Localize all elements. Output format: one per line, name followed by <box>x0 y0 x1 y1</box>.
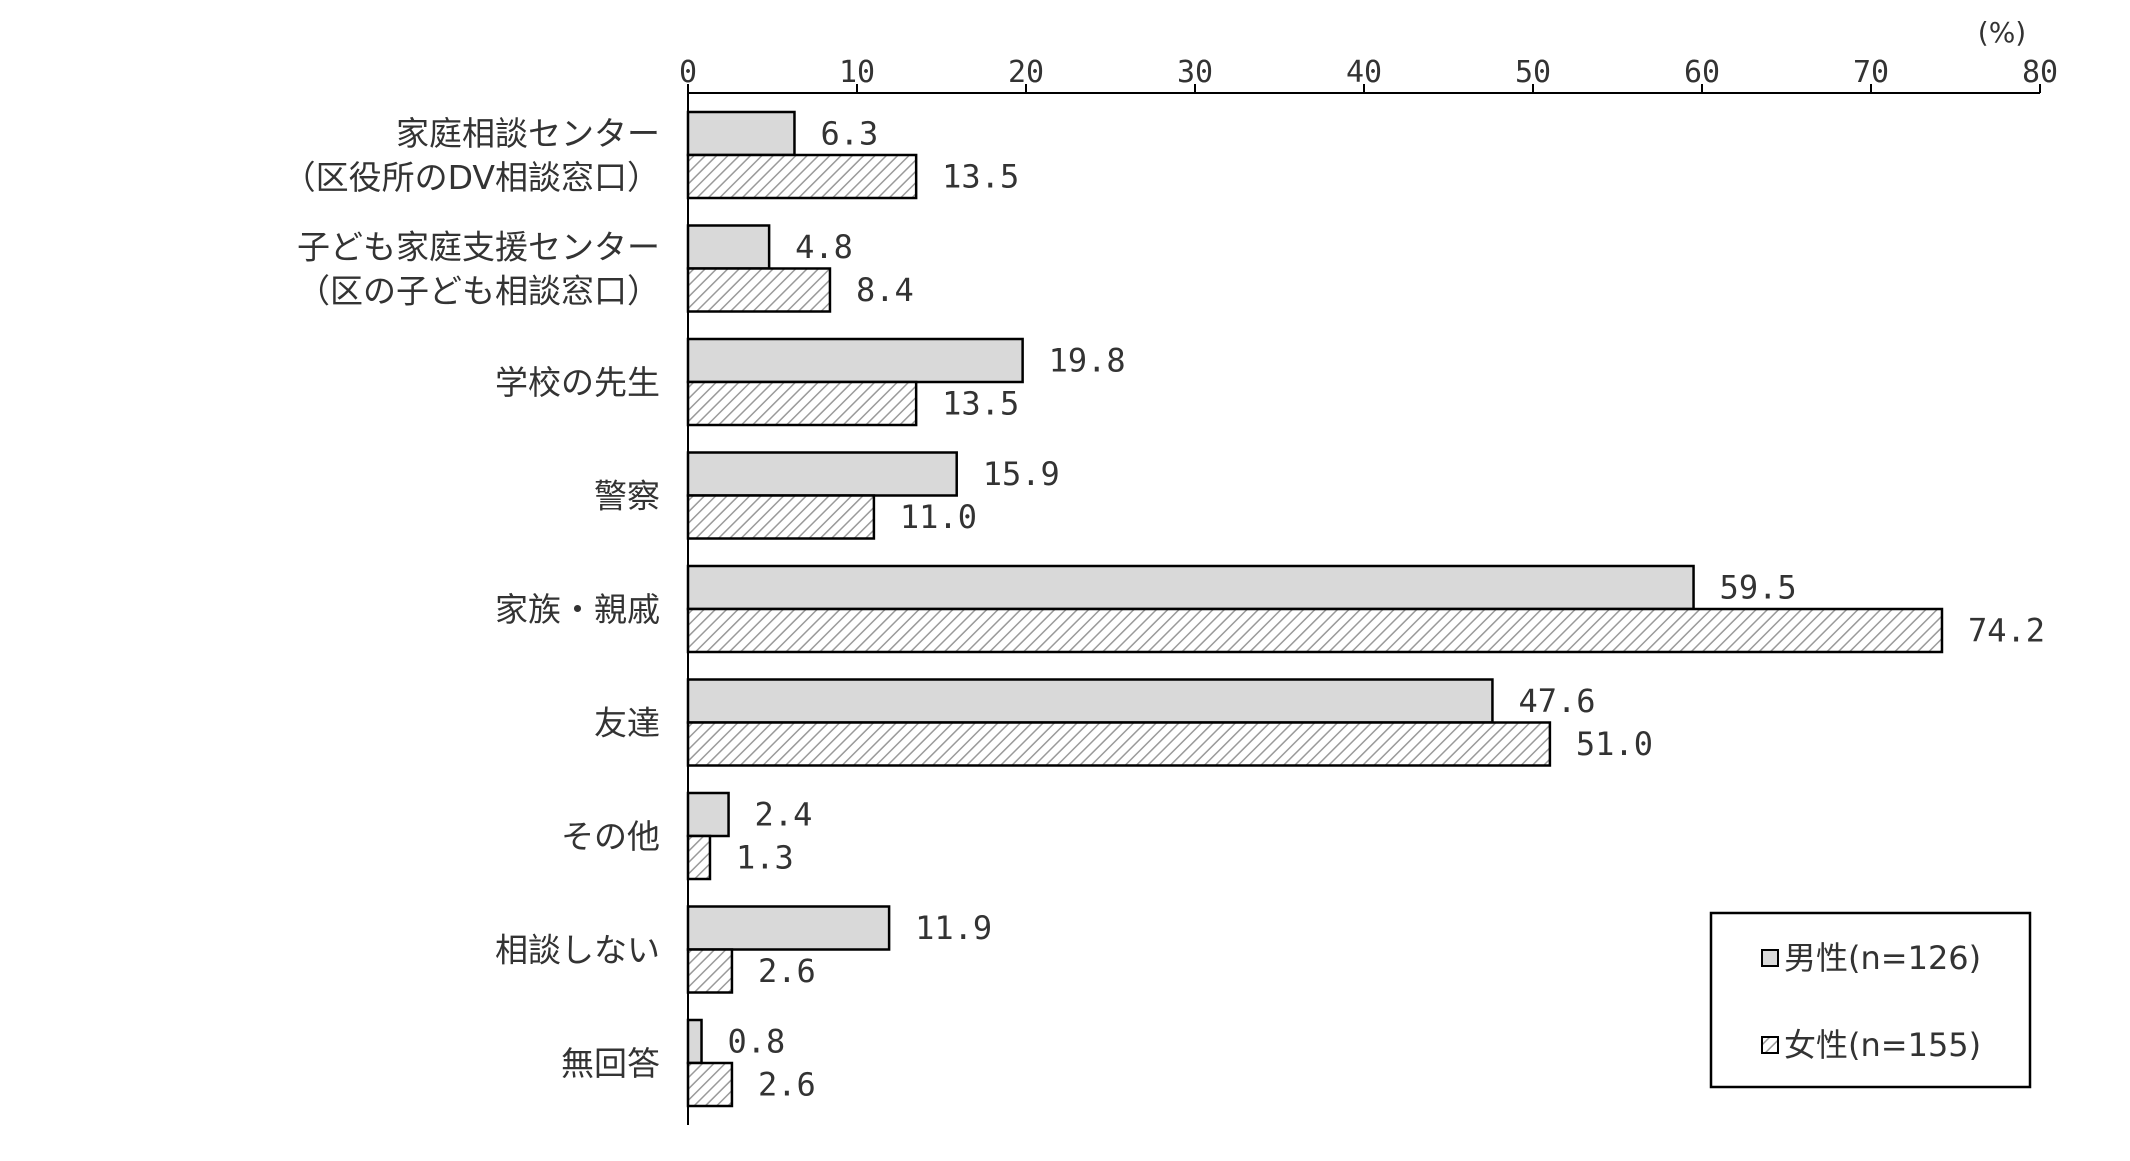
legend: 男性(n=126) 女性(n=155) <box>1709 911 2032 1089</box>
data-label: 13.5 <box>942 385 1019 423</box>
legend-box <box>1709 911 2032 1089</box>
unit-label: (%) <box>1978 16 2026 49</box>
x-tick-label: 50 <box>1515 55 1551 90</box>
data-label: 51.0 <box>1576 725 1653 763</box>
data-label: 6.3 <box>820 115 878 153</box>
x-tick-label: 70 <box>1853 55 1889 90</box>
x-tick-label: 0 <box>679 55 697 90</box>
data-label: 2.4 <box>755 796 813 834</box>
category-labels: 家庭相談センター （区役所のDV相談窓口） 子ども家庭支援センター （区の子ども相談窓… <box>283 114 660 1083</box>
bar-female <box>686 1061 734 1108</box>
bar-female <box>686 380 918 427</box>
x-tick-label: 60 <box>1684 55 1720 90</box>
x-tick-label: 10 <box>839 55 875 90</box>
category-label: 家族・親戚 <box>495 590 660 629</box>
data-label: 4.8 <box>795 228 853 266</box>
bar-male <box>686 564 1695 611</box>
bar-female <box>686 721 1552 767</box>
bar-female <box>686 607 1944 654</box>
legend-swatch <box>1761 1036 1779 1054</box>
x-tick-label: 40 <box>1346 55 1382 90</box>
category-label: その他 <box>561 817 660 856</box>
category-label: 家庭相談センター <box>396 114 660 153</box>
legend-label: 男性(n=126) <box>1784 939 1981 977</box>
bar-female <box>686 153 918 200</box>
data-label: 11.9 <box>915 909 992 947</box>
bar-series: 6.3 13.5 4.88.4 19.8 13.5 15.911.0 59.5 74.2 47.… <box>686 110 2045 1108</box>
bar-male <box>686 678 1494 724</box>
bar-female <box>686 948 734 994</box>
legend-label: 女性(n=155) <box>1784 1026 1981 1064</box>
bar-male <box>686 791 730 838</box>
bar-male <box>686 451 958 497</box>
bar-male <box>686 905 891 951</box>
bar-male <box>686 110 796 157</box>
category-label: 子ども家庭支援センター <box>297 228 660 267</box>
category-label: 友達 <box>594 704 660 743</box>
category-label: （区役所のDV相談窓口） <box>283 158 660 197</box>
data-label: 1.3 <box>736 839 794 877</box>
data-label: 0.8 <box>728 1023 786 1061</box>
data-label: 2.6 <box>758 1066 816 1104</box>
legend-swatch <box>1761 949 1779 967</box>
data-label: 2.6 <box>758 952 816 990</box>
data-label: 13.5 <box>942 158 1019 196</box>
data-label: 74.2 <box>1968 612 2045 650</box>
category-label: 相談しない <box>495 931 660 970</box>
data-label: 19.8 <box>1049 342 1126 380</box>
category-label: （区の子ども相談窓口） <box>297 272 660 311</box>
data-label: 47.6 <box>1518 682 1595 720</box>
bar-male <box>686 1018 703 1065</box>
x-tick-label: 30 <box>1177 55 1213 90</box>
bar-female <box>686 494 876 540</box>
bar-female <box>686 267 832 313</box>
x-tick-label: 80 <box>2022 55 2058 90</box>
data-label: 59.5 <box>1720 569 1797 607</box>
data-label: 8.4 <box>856 271 914 309</box>
bar-male <box>686 224 771 270</box>
data-label: 15.9 <box>983 455 1060 493</box>
category-label: 警察 <box>594 477 660 516</box>
category-label: 無回答 <box>561 1044 660 1083</box>
bar-female <box>686 834 712 881</box>
data-label: 11.0 <box>900 498 977 536</box>
bar-male <box>686 337 1024 384</box>
category-label: 学校の先生 <box>495 363 660 402</box>
x-tick-label: 20 <box>1008 55 1044 90</box>
